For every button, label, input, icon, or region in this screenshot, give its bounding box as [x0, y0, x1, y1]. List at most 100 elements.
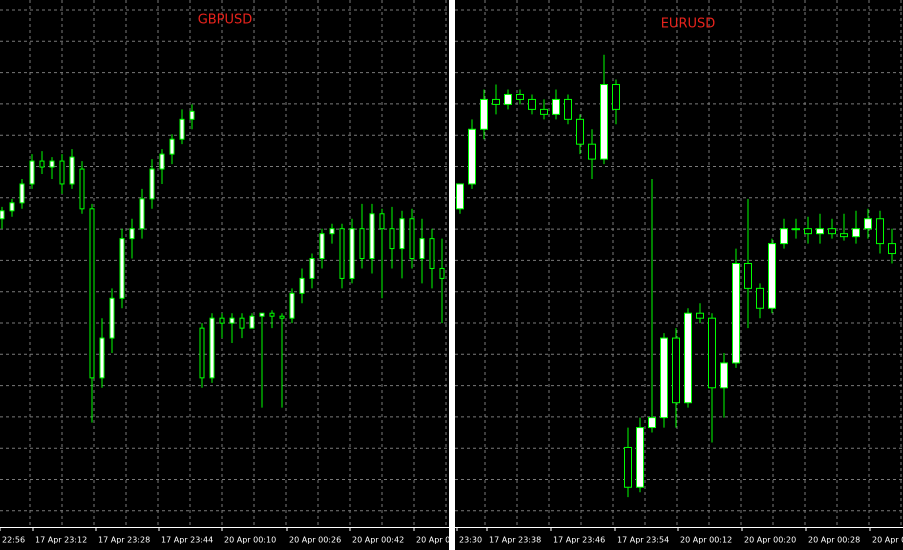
candle-body: [49, 160, 55, 168]
candle-body: [429, 238, 435, 269]
candle-body: [588, 143, 596, 160]
candle-body: [419, 238, 425, 260]
candle-body: [269, 312, 275, 317]
candle-body: [636, 427, 644, 488]
x-tick-label: 20 Apr 00:28: [808, 536, 860, 545]
candle-body: [720, 362, 728, 389]
candle-body: [299, 277, 305, 294]
x-tick-label: 17 Apr 23:38: [489, 536, 541, 545]
candle-body: [768, 243, 776, 309]
candle-body: [89, 208, 95, 379]
candle-body: [492, 98, 500, 105]
candle-body: [504, 93, 512, 105]
candle-body: [732, 263, 740, 364]
candle-body: [109, 297, 115, 339]
candle-body: [219, 317, 225, 324]
candle-body: [528, 98, 536, 110]
x-tick-label: 17 Apr 23:44: [161, 536, 213, 545]
candle-body: [624, 446, 632, 488]
candle-body: [59, 160, 65, 185]
candle-body: [696, 312, 704, 319]
x-tick-label: 20 Apr 00:3: [872, 536, 903, 545]
candle-body: [612, 84, 620, 110]
x-tick-label: 17 Apr 23:54: [617, 536, 669, 545]
candle-body: [468, 128, 476, 185]
candle-body: [289, 292, 295, 319]
candle-body: [279, 315, 285, 319]
x-tick-label: 23:30: [459, 536, 482, 545]
candle-body: [169, 138, 175, 155]
candle-body: [409, 218, 415, 260]
x-tick-label: 17 Apr 23:46: [553, 536, 605, 545]
chart-title: GBPUSD: [198, 13, 253, 28]
candle-body: [792, 228, 800, 231]
candle-body: [600, 84, 608, 160]
candle-body: [319, 233, 325, 260]
candle-body: [399, 218, 405, 250]
x-tick-label: 20 Apr 00:42: [352, 536, 404, 545]
candle-body: [828, 228, 836, 235]
candle-body: [876, 218, 884, 245]
candle-body: [69, 156, 75, 185]
chart-panel: 23:30 17 Apr 23:38 17 Apr 23:46 17 Apr 23:5…: [455, 0, 903, 545]
candle-body: [129, 228, 135, 240]
candle-body: [780, 228, 788, 245]
candle-body: [349, 228, 355, 279]
candle-body: [389, 228, 395, 250]
candle-body: [29, 160, 35, 185]
candle-body: [149, 168, 155, 200]
x-tick-label: 20 Apr 00:12: [680, 536, 732, 545]
candle-body: [564, 98, 572, 120]
x-tick-label: 17 Apr 23:28: [98, 536, 150, 545]
candle-body: [804, 228, 812, 235]
candle-body: [39, 160, 45, 168]
candle-body: [99, 337, 105, 379]
candle-body: [249, 315, 255, 329]
chart-separator: [449, 0, 455, 550]
candle-body: [864, 218, 872, 230]
candle-body: [456, 183, 464, 210]
candle-body: [672, 337, 680, 404]
candle-body: [139, 198, 145, 230]
x-tick-label: 17 Apr 23:12: [35, 536, 87, 545]
candle-body: [79, 168, 85, 210]
candle-body: [229, 317, 235, 324]
candle-body: [852, 228, 860, 238]
candle-body: [888, 243, 896, 255]
candle-body: [439, 267, 445, 279]
candle-body: [199, 327, 205, 379]
candle-body: [708, 317, 716, 389]
candle-body: [9, 202, 15, 212]
candle-body: [0, 210, 5, 220]
candle-body: [480, 98, 488, 130]
x-tick-label: 20 Apr 00:26: [289, 536, 341, 545]
chart-title: EURUSD: [661, 17, 716, 32]
candle-body: [359, 228, 365, 260]
candle-body: [159, 153, 165, 170]
x-tick-label: 20 Apr 0: [416, 536, 450, 545]
candle-body: [516, 93, 524, 100]
candle-body: [209, 317, 215, 379]
candle-body: [540, 108, 548, 115]
candle-body: [329, 228, 335, 235]
x-tick-label: 20 Apr 00:20: [744, 536, 796, 545]
candle-body: [756, 287, 764, 309]
candle-body: [840, 233, 848, 238]
candle-body: [379, 213, 385, 230]
x-tick-label: 22:56: [2, 536, 25, 545]
candle-body: [19, 183, 25, 204]
candle-body: [239, 317, 245, 329]
candle-body: [744, 263, 752, 289]
candle-body: [816, 228, 824, 235]
candle-body: [259, 312, 265, 317]
candle-body: [369, 213, 375, 260]
candle-body: [339, 228, 345, 279]
candle-body: [552, 98, 560, 115]
candle-body: [179, 118, 185, 140]
candle-body: [576, 118, 584, 145]
x-tick-label: 20 Apr 00:10: [224, 536, 276, 545]
candle-body: [309, 258, 315, 279]
candle-body: [660, 337, 668, 419]
candle-body: [189, 110, 195, 120]
